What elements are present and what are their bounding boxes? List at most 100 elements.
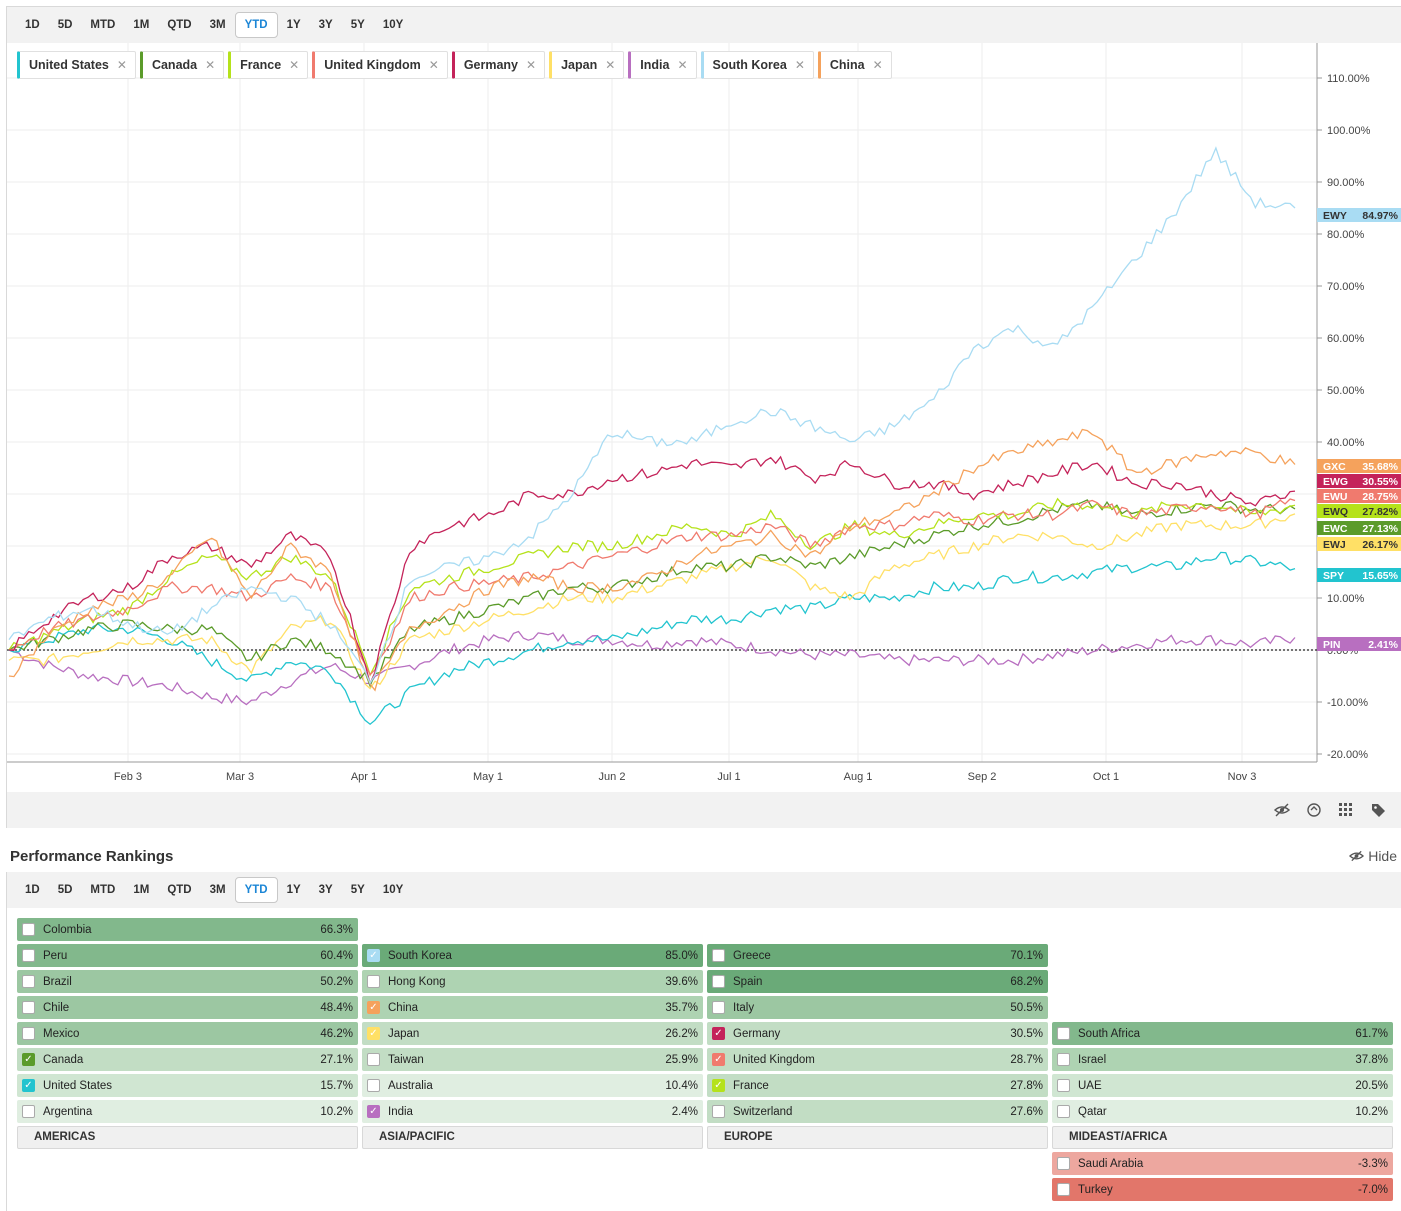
country-checkbox[interactable] [367,975,380,988]
ranking-row[interactable]: Australia 10.4% [362,1074,703,1097]
ranking-row[interactable]: Greece 70.1% [707,944,1048,967]
series-line-ewj[interactable] [8,513,1296,690]
country-checkbox[interactable] [712,1105,725,1118]
legend-item[interactable]: France ✕ [228,51,309,79]
legend-item[interactable]: South Korea ✕ [700,51,814,79]
ranking-row[interactable]: ✓ Canada 27.1% [17,1048,358,1071]
remove-series-icon[interactable]: ✕ [794,58,805,72]
ranking-row[interactable]: Peru 60.4% [17,944,358,967]
country-checkbox[interactable]: ✓ [712,1027,725,1040]
ranking-row[interactable]: ✓ Germany 30.5% [707,1022,1048,1045]
ranking-row[interactable]: ✓ United Kingdom 28.7% [707,1048,1048,1071]
legend-item[interactable]: China ✕ [817,51,892,79]
rankings-range-1m[interactable]: 1M [133,884,150,896]
rankings-range-3m[interactable]: 3M [209,884,226,896]
country-checkbox[interactable] [1057,1105,1070,1118]
ranking-row[interactable]: ✓ India 2.4% [362,1100,703,1123]
series-line-pin[interactable] [8,630,1296,706]
country-checkbox[interactable] [1057,1157,1070,1170]
country-checkbox[interactable] [22,1027,35,1040]
chart-range-1m[interactable]: 1M [133,19,150,31]
country-checkbox[interactable]: ✓ [712,1053,725,1066]
country-checkbox[interactable] [1057,1027,1070,1040]
country-checkbox[interactable] [1057,1053,1070,1066]
country-checkbox[interactable] [712,1001,725,1014]
country-checkbox[interactable] [367,1079,380,1092]
ranking-row[interactable]: ✓ United States 15.7% [17,1074,358,1097]
ranking-row[interactable]: Hong Kong 39.6% [362,970,703,993]
remove-series-icon[interactable]: ✕ [677,58,688,72]
chart-range-mtd[interactable]: MTD [90,19,116,31]
country-checkbox[interactable] [1057,1183,1070,1196]
rankings-range-3y[interactable]: 3Y [318,884,333,896]
country-checkbox[interactable] [22,1001,35,1014]
ranking-row[interactable]: Qatar 10.2% [1052,1100,1393,1123]
country-checkbox[interactable] [22,923,35,936]
legend-item[interactable]: Canada ✕ [139,51,225,79]
reset-zoom-icon[interactable] [1305,801,1323,819]
ranking-row[interactable]: ✓ France 27.8% [707,1074,1048,1097]
legend-item[interactable]: Japan ✕ [549,51,625,79]
ranking-row[interactable]: Saudi Arabia -3.3% [1052,1152,1393,1175]
ranking-row[interactable]: Turkey -7.0% [1052,1178,1393,1201]
remove-series-icon[interactable]: ✕ [289,58,300,72]
country-checkbox[interactable]: ✓ [367,1001,380,1014]
remove-series-icon[interactable]: ✕ [205,58,216,72]
rankings-range-ytd[interactable]: YTD [234,877,278,903]
remove-series-icon[interactable]: ✕ [872,58,883,72]
rankings-range-5d[interactable]: 5D [57,884,73,896]
tag-icon[interactable] [1369,801,1387,819]
country-checkbox[interactable] [1057,1079,1070,1092]
country-checkbox[interactable]: ✓ [367,1027,380,1040]
chart-range-3y[interactable]: 3Y [318,19,333,31]
chart-range-1d[interactable]: 1D [25,19,40,31]
chart-range-5y[interactable]: 5Y [350,19,365,31]
ranking-row[interactable]: ✓ Japan 26.2% [362,1022,703,1045]
chart-range-10y[interactable]: 10Y [382,19,404,31]
country-checkbox[interactable] [22,975,35,988]
country-checkbox[interactable] [22,949,35,962]
series-line-ewg[interactable] [8,455,1296,686]
series-line-spy[interactable] [8,551,1296,726]
country-checkbox[interactable]: ✓ [22,1079,35,1092]
ranking-row[interactable]: ✓ South Korea 85.0% [362,944,703,967]
chart-range-3m[interactable]: 3M [209,19,226,31]
rankings-range-qtd[interactable]: QTD [167,884,192,896]
country-checkbox[interactable]: ✓ [367,949,380,962]
legend-item[interactable]: United States ✕ [17,51,136,79]
country-checkbox[interactable]: ✓ [367,1105,380,1118]
ranking-row[interactable]: ✓ China 35.7% [362,996,703,1019]
ranking-row[interactable]: Israel 37.8% [1052,1048,1393,1071]
ranking-row[interactable]: Brazil 50.2% [17,970,358,993]
series-line-ewy[interactable] [8,146,1296,685]
rankings-range-1d[interactable]: 1D [25,884,40,896]
legend-item[interactable]: United Kingdom ✕ [312,51,448,79]
legend-item[interactable]: India ✕ [628,51,697,79]
ranking-row[interactable]: Chile 48.4% [17,996,358,1019]
chart-range-5d[interactable]: 5D [57,19,73,31]
rankings-range-1y[interactable]: 1Y [286,884,301,896]
series-line-gxc[interactable] [8,428,1296,692]
country-checkbox[interactable]: ✓ [712,1079,725,1092]
hide-rankings-button[interactable]: Hide [1349,848,1397,864]
hide-lines-icon[interactable] [1273,801,1291,819]
country-checkbox[interactable] [22,1105,35,1118]
ranking-row[interactable]: South Africa 61.7% [1052,1022,1393,1045]
series-line-ewu[interactable] [8,498,1296,676]
rankings-range-5y[interactable]: 5Y [350,884,365,896]
ranking-row[interactable]: Taiwan 25.9% [362,1048,703,1071]
remove-series-icon[interactable]: ✕ [428,58,439,72]
remove-series-icon[interactable]: ✕ [605,58,616,72]
ranking-row[interactable]: Colombia 66.3% [17,918,358,941]
ranking-row[interactable]: Italy 50.5% [707,996,1048,1019]
country-checkbox[interactable] [712,975,725,988]
chart-range-ytd[interactable]: YTD [234,12,278,38]
rankings-range-mtd[interactable]: MTD [90,884,116,896]
remove-series-icon[interactable]: ✕ [116,58,127,72]
rankings-range-10y[interactable]: 10Y [382,884,404,896]
ranking-row[interactable]: Spain 68.2% [707,970,1048,993]
ranking-row[interactable]: Mexico 46.2% [17,1022,358,1045]
chart-range-1y[interactable]: 1Y [286,19,301,31]
ranking-row[interactable]: Argentina 10.2% [17,1100,358,1123]
country-checkbox[interactable] [367,1053,380,1066]
